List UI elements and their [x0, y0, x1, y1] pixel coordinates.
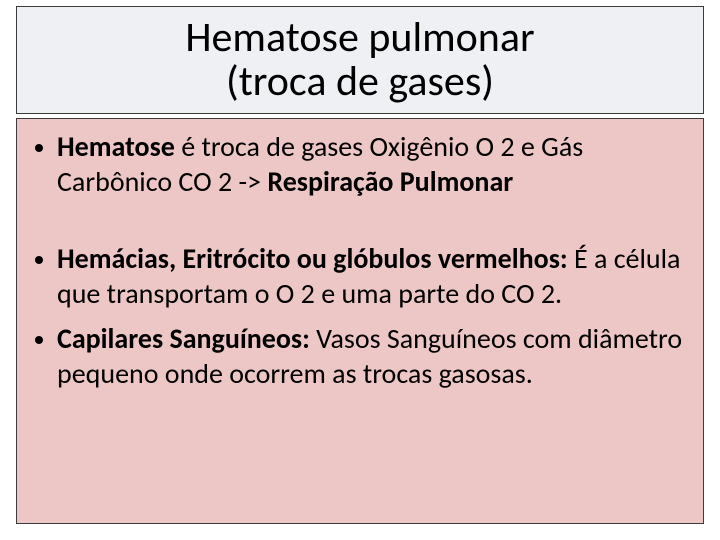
spacer — [35, 209, 685, 241]
title-line-2: (troca de gases) — [226, 56, 494, 107]
text-bold: Respiração Pulmonar — [267, 164, 513, 199]
title-box: Hematose pulmonar (troca de gases) — [16, 6, 704, 114]
text-bold: Hemácias, Eritrócito ou glóbulos vermelh… — [57, 241, 568, 276]
bullet-item: Capilares Sanguíneos: Vasos Sanguíneos c… — [35, 321, 685, 391]
bullet-text: Hematose é troca de gases Oxigênio O 2 e… — [57, 129, 685, 199]
slide-title: Hematose pulmonar (troca de gases) — [185, 16, 534, 104]
bullet-dot-icon — [35, 144, 43, 152]
slide: Hematose pulmonar (troca de gases) Hemat… — [0, 0, 720, 540]
bullet-item: Hemácias, Eritrócito ou glóbulos vermelh… — [35, 241, 685, 311]
bullet-item: Hematose é troca de gases Oxigênio O 2 e… — [35, 129, 685, 199]
bullet-dot-icon — [35, 336, 43, 344]
text-bold: Capilares Sanguíneos: — [57, 321, 310, 356]
bullet-text: Hemácias, Eritrócito ou glóbulos vermelh… — [57, 241, 685, 311]
body-box: Hematose é troca de gases Oxigênio O 2 e… — [16, 118, 704, 524]
bullet-dot-icon — [35, 256, 43, 264]
text-bold: Hematose — [57, 129, 175, 164]
bullet-text: Capilares Sanguíneos: Vasos Sanguíneos c… — [57, 321, 685, 391]
